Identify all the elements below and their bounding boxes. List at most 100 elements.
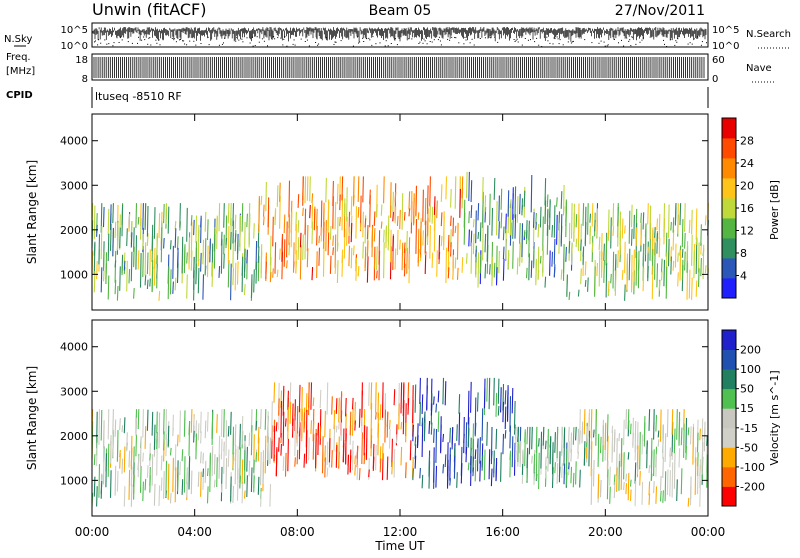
nsearch-dot — [104, 39, 106, 41]
echo-streak — [600, 252, 603, 273]
echo-streak — [204, 420, 207, 439]
echo-streak — [206, 468, 209, 477]
echo-streak — [544, 440, 547, 450]
echo-streak — [594, 219, 596, 232]
echo-streak — [704, 215, 707, 226]
echo-streak — [255, 261, 258, 284]
echo-streak — [629, 423, 632, 435]
echo-streak — [672, 217, 675, 233]
echo-streak — [116, 222, 119, 251]
nsearch-dot — [558, 43, 560, 45]
nsearch-dot — [613, 39, 615, 40]
echo-streak — [452, 254, 455, 280]
echo-streak — [373, 228, 376, 242]
echo-streak — [167, 463, 170, 500]
nsearch-dot — [263, 40, 265, 42]
echo-streak — [403, 211, 406, 221]
echo-streak — [634, 462, 637, 484]
echo-streak — [642, 267, 645, 292]
echo-streak — [653, 409, 655, 440]
nsearch-dot — [559, 39, 561, 41]
echo-streak — [414, 455, 417, 469]
echo-streak — [673, 452, 676, 489]
echo-streak — [309, 204, 311, 219]
echo-streak — [553, 266, 556, 278]
echo-streak — [298, 384, 301, 413]
nsearch-dot — [431, 41, 433, 43]
echo-streak — [490, 468, 493, 487]
echo-streak — [190, 215, 193, 226]
echo-streak — [269, 483, 272, 507]
echo-streak — [116, 430, 119, 462]
echo-streak — [575, 238, 578, 248]
echo-streak — [586, 426, 588, 443]
echo-streak — [467, 462, 470, 471]
nsearch-dot — [372, 36, 374, 38]
nsearch-dot — [241, 38, 243, 40]
echo-streak — [474, 459, 477, 482]
echo-streak — [278, 437, 280, 452]
echo-streak — [211, 262, 214, 287]
echo-streak — [623, 481, 625, 491]
echo-streak — [640, 221, 642, 246]
echo-streak — [257, 426, 260, 444]
x-tick-label: 16:00 — [485, 525, 520, 539]
echo-streak — [139, 436, 142, 468]
echo-streak — [93, 241, 96, 256]
echo-streak — [454, 176, 457, 209]
freq-units-label: [MHz] — [6, 66, 35, 77]
echo-streak — [416, 423, 419, 446]
echo-streak — [183, 244, 186, 266]
echo-streak — [227, 425, 230, 437]
echo-streak — [629, 479, 632, 487]
echo-streak — [486, 225, 489, 262]
echo-streak — [650, 450, 653, 481]
echo-streak — [495, 392, 498, 417]
velocity-axes: 1000 2000 3000 4000 — [60, 320, 709, 516]
nsearch-dot — [236, 36, 238, 38]
echo-streak — [188, 420, 191, 456]
echo-streak — [230, 203, 232, 226]
echo-streak — [319, 389, 322, 409]
echo-streak — [621, 218, 624, 239]
echo-streak — [401, 242, 404, 271]
nsearch-dot — [108, 43, 110, 45]
echo-streak — [306, 248, 309, 268]
echo-streak — [517, 426, 519, 442]
echo-streak — [200, 471, 202, 497]
echo-streak — [223, 441, 225, 452]
nsearch-dot — [517, 41, 519, 43]
echo-streak — [309, 176, 311, 202]
echo-streak — [253, 223, 255, 239]
echo-streak — [467, 427, 470, 448]
echo-streak — [560, 191, 563, 209]
nsearch-dot — [147, 43, 149, 45]
echo-streak — [248, 217, 251, 248]
echo-streak — [634, 480, 637, 507]
echo-streak — [284, 418, 287, 427]
nsearch-dot — [366, 38, 368, 40]
echo-streak — [351, 408, 354, 436]
nsearch-dot — [317, 44, 319, 46]
echo-streak — [644, 223, 647, 256]
echo-streak — [169, 447, 172, 456]
nsearch-dot — [677, 38, 679, 40]
echo-streak — [282, 385, 285, 416]
echo-streak — [144, 478, 147, 491]
nsearch-dot — [131, 42, 133, 44]
echo-streak — [553, 238, 556, 265]
nsearch-dot — [552, 43, 554, 45]
echo-streak — [234, 233, 237, 243]
echo-streak — [581, 421, 584, 444]
echo-streak — [523, 190, 526, 207]
echo-streak — [297, 220, 300, 233]
nsearch-dot — [607, 44, 609, 46]
echo-streak — [444, 381, 447, 406]
echo-streak — [223, 409, 225, 438]
power-axes: 1000 2000 3000 4000 — [60, 114, 709, 310]
echo-streak — [568, 441, 570, 464]
echo-streak — [234, 445, 237, 455]
nsearch-dot — [368, 37, 370, 39]
echo-streak — [679, 203, 682, 226]
